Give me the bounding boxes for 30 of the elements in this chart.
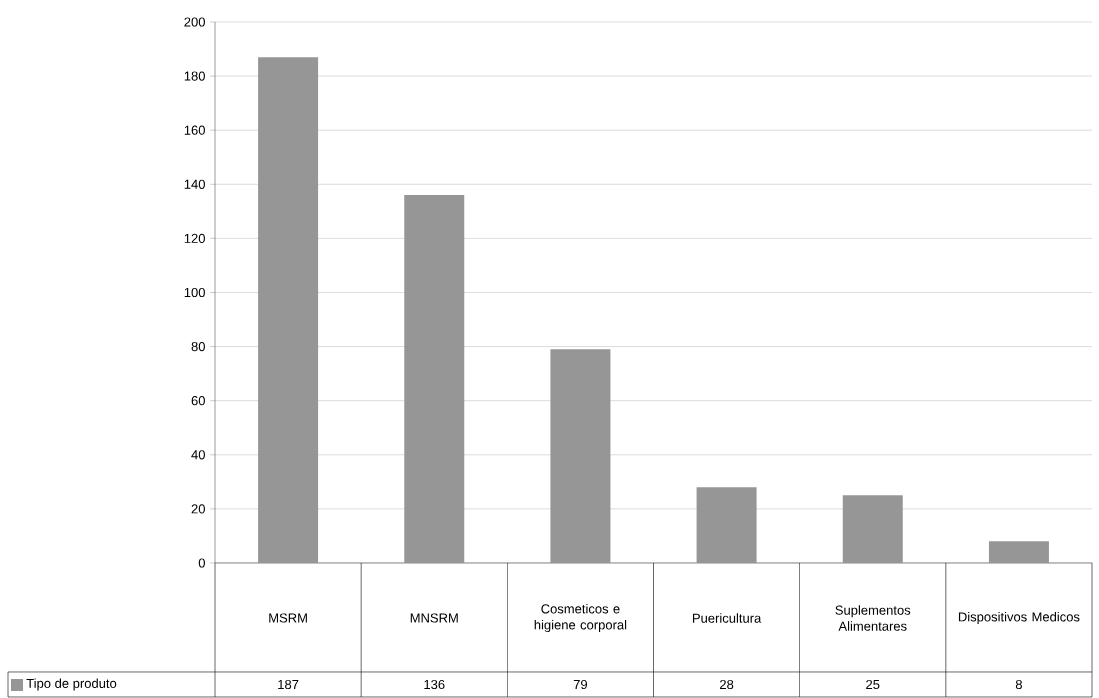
x-tick-label: Cosmeticos e higiene corporal xyxy=(534,603,627,633)
y-tick-label: 140 xyxy=(184,179,205,189)
bar xyxy=(404,195,465,563)
y-tick-label: 20 xyxy=(191,504,205,514)
y-tick-label: 80 xyxy=(191,341,205,352)
y-tick-label: 180 xyxy=(184,71,205,81)
bar xyxy=(988,541,1049,563)
data-label: 25 xyxy=(866,679,880,690)
x-tick-label: Suplementos Alimentares xyxy=(835,605,911,631)
bar xyxy=(842,495,903,563)
x-tick-label: Puericultura xyxy=(692,613,762,623)
x-tick-label: MNSRM xyxy=(410,613,458,623)
x-tick-label: MSRM xyxy=(269,613,307,623)
bar xyxy=(696,487,757,563)
y-tick-label: 200 xyxy=(184,17,205,27)
y-tick-label: 40 xyxy=(191,450,205,460)
y-tick-label: 160 xyxy=(184,125,205,135)
y-tick-label: 100 xyxy=(184,287,205,298)
x-tick-label: Dispositivos Medicos xyxy=(958,611,1080,625)
data-label: 79 xyxy=(573,679,588,690)
y-tick-label: 0 xyxy=(198,558,205,568)
data-label: 136 xyxy=(424,679,445,690)
legend-label: Tipo de produto xyxy=(26,678,117,691)
y-tick-label: 60 xyxy=(191,396,205,406)
data-label: 8 xyxy=(1015,679,1022,690)
data-label: 28 xyxy=(720,679,734,690)
data-label: 187 xyxy=(278,679,299,690)
bar xyxy=(550,349,611,563)
bar xyxy=(258,57,319,563)
y-tick-label: 120 xyxy=(184,233,205,243)
